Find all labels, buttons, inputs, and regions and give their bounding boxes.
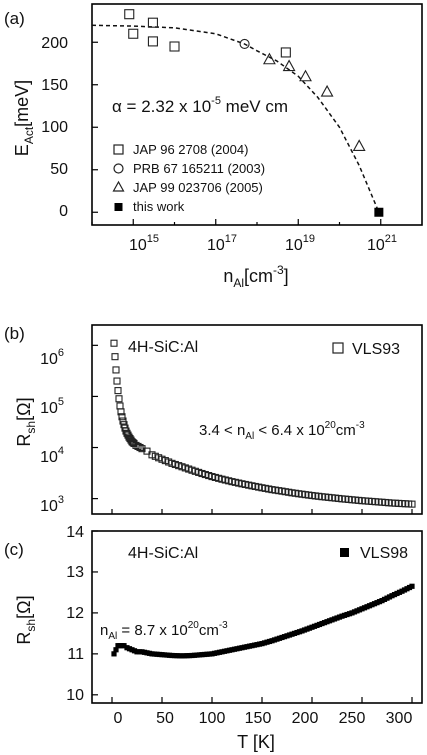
data-point-a-series-0 <box>147 36 158 47</box>
panel-a: (a) EAct[meV] 0 50 100 150 200 1015 1017… <box>4 3 423 290</box>
data-point-b <box>143 447 151 455</box>
fit-curve <box>91 24 380 213</box>
sample-label-b: VLS93 <box>352 341 400 358</box>
legend-marker-triangle-open <box>112 180 125 192</box>
axis-ticks-a <box>91 41 382 225</box>
data-point-c <box>111 651 117 657</box>
ytick-a-200: 200 <box>41 35 68 52</box>
data-point-a-series-0 <box>128 28 139 39</box>
data-point-a-series-2 <box>352 139 366 151</box>
ytick-c-11: 11 <box>67 646 84 663</box>
data-point-a-series-0 <box>147 17 158 28</box>
xlabel-c: T [K] <box>237 732 275 752</box>
ytick-a-100: 100 <box>41 119 68 136</box>
data-point-a-series-2 <box>320 84 334 97</box>
ylabel-b: Rsh[Ω] <box>14 397 38 446</box>
data-point-a-series-3 <box>374 207 384 217</box>
data-point-b <box>128 438 136 446</box>
xtick-c-300: 300 <box>386 710 413 727</box>
legend-marker-square-filled <box>114 203 123 211</box>
legend-marker-circle-open <box>113 163 124 174</box>
ytick-a-150: 150 <box>41 77 68 94</box>
ytick-a-50: 50 <box>50 161 68 178</box>
ytick-c-10: 10 <box>66 687 84 704</box>
ytick-a-0: 0 <box>59 203 68 220</box>
ytick-b-1e5: 105 <box>40 396 64 417</box>
legend-marker-square-open <box>113 144 124 155</box>
data-point-b <box>408 500 416 508</box>
xtick-c-250: 250 <box>339 710 366 727</box>
ylabel-c: Rsh[Ω] <box>14 595 38 644</box>
ytick-c-14: 14 <box>66 524 84 541</box>
material-label-c: 4H-SiC:Al <box>128 545 198 562</box>
data-point-b <box>115 395 123 403</box>
annotation-concentration-c: nAl = 8.7 x 1020cm-3 <box>100 620 228 642</box>
panel-b: (b) Rsh[Ω] 103 104 105 106 4H-SiC:Al VLS… <box>4 324 423 515</box>
material-label-b: 4H-SiC:Al <box>128 339 198 356</box>
xtick-c-150: 150 <box>245 710 272 727</box>
plot-frame-c <box>91 530 423 704</box>
plot-frame-b <box>91 324 423 515</box>
data-layer-b <box>110 339 416 508</box>
data-point-a-series-0 <box>124 9 135 20</box>
legend-label-prb67: PRB 67 165211 (2003) <box>133 161 265 176</box>
panel-label-c: (c) <box>4 540 24 559</box>
sample-label-c: VLS98 <box>360 545 408 562</box>
data-point-b <box>136 443 144 452</box>
data-point-b <box>134 442 142 450</box>
annotation-alpha: α = 2.32 x 10-5 meV cm <box>112 95 288 116</box>
data-point-a-series-2 <box>262 52 276 65</box>
xtick-a-1e17: 1017 <box>207 233 237 254</box>
ytick-c-13: 13 <box>66 564 84 581</box>
data-point-b <box>114 387 122 395</box>
ytick-b-1e4: 104 <box>40 445 64 466</box>
data-layer-a <box>91 9 384 217</box>
data-point-b <box>119 417 127 425</box>
data-point-b <box>111 353 119 361</box>
legend-a: JAP 96 2708 (2004) PRB 67 165211 (2003) … <box>112 142 265 214</box>
axis-ticks-c <box>92 530 413 703</box>
legend-label-this-work: this work <box>133 199 185 214</box>
ytick-b-1e3: 103 <box>40 494 64 515</box>
xtick-a-1e21: 1021 <box>367 233 397 254</box>
ytick-b-1e6: 106 <box>40 347 64 368</box>
data-point-a-series-0 <box>280 47 291 58</box>
xtick-c-100: 100 <box>199 710 226 727</box>
axis-ticks-b <box>92 344 413 514</box>
data-point-b <box>118 413 126 421</box>
data-point-b <box>112 366 120 374</box>
ylabel-a-sub: Act <box>22 126 36 144</box>
annotation-range-b: 3.4 < nAl < 6.4 x 1020cm-3 <box>199 420 365 442</box>
data-point-a-series-2 <box>282 59 296 72</box>
xtick-a-1e19: 1019 <box>285 233 315 254</box>
ylabel-a: EAct[meV] <box>12 80 36 156</box>
data-layer-c <box>111 583 415 659</box>
xtick-c-50: 50 <box>156 710 174 727</box>
legend-marker-c <box>340 548 349 557</box>
data-point-a-series-2 <box>299 69 312 82</box>
legend-label-jap96: JAP 96 2708 (2004) <box>133 142 248 157</box>
data-point-b <box>113 377 121 385</box>
panel-c: (c) Rsh[Ω] 10 11 12 13 14 0 50 100 150 2… <box>4 524 423 752</box>
ylabel-a-main: E <box>12 144 32 156</box>
panel-label-b: (b) <box>4 324 25 343</box>
data-point-b <box>116 402 124 410</box>
data-point-b <box>110 339 118 347</box>
xtick-c-0: 0 <box>114 710 123 727</box>
xtick-c-200: 200 <box>292 710 319 727</box>
data-point-a-series-1 <box>239 38 250 50</box>
data-point-c <box>121 643 127 649</box>
panel-label-a: (a) <box>4 9 25 28</box>
legend-label-jap99: JAP 99 023706 (2005) <box>133 180 263 195</box>
data-point-b <box>117 408 125 416</box>
legend-marker-b <box>332 342 344 354</box>
ylabel-a-unit: [meV] <box>12 80 32 127</box>
data-point-a-series-0 <box>169 41 180 52</box>
data-point-c <box>409 583 415 589</box>
xlabel-a: nAl[cm-3] <box>223 263 288 290</box>
xtick-a-1e15: 1015 <box>129 233 159 254</box>
ytick-c-12: 12 <box>66 605 84 622</box>
data-point-c <box>113 647 119 653</box>
